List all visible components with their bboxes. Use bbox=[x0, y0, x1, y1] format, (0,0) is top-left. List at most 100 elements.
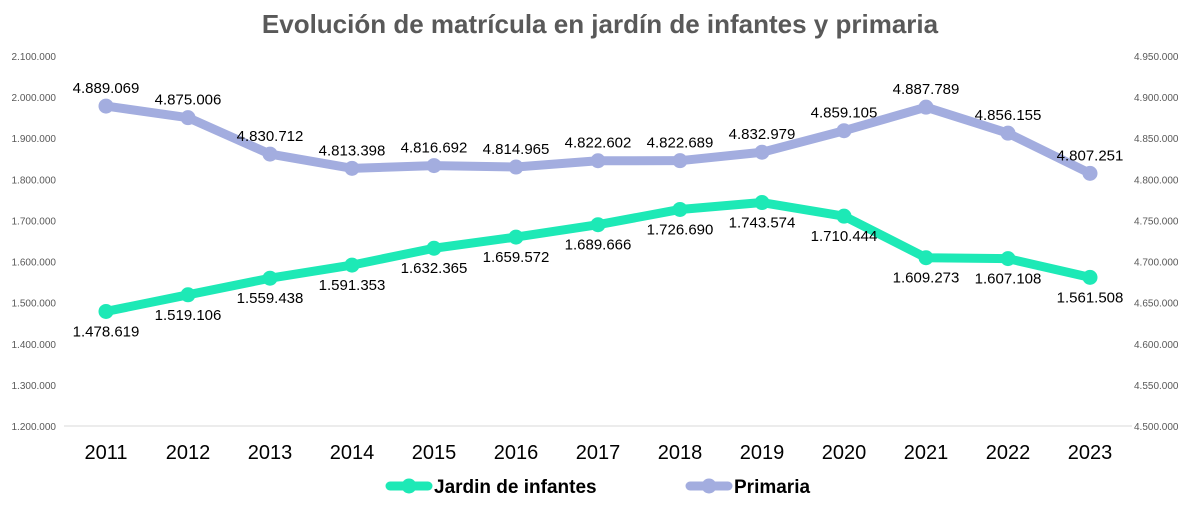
data-label-jardin: 1.632.365 bbox=[401, 260, 468, 277]
legend-marker-jardin bbox=[401, 478, 417, 494]
data-point-jardin bbox=[508, 229, 524, 245]
data-label-primaria: 4.816.692 bbox=[401, 140, 468, 157]
data-label-jardin: 1.607.108 bbox=[975, 271, 1042, 288]
legend-item-primaria: Primaria bbox=[685, 477, 810, 498]
chart-title: Evolución de matrícula en jardín de infa… bbox=[262, 9, 939, 39]
legend: Jardin de infantes Primaria bbox=[385, 477, 810, 498]
data-label-jardin: 1.559.438 bbox=[237, 290, 304, 307]
left-y-tick-label: 1.500.000 bbox=[12, 299, 57, 310]
right-y-tick-label: 4.800.000 bbox=[1134, 175, 1179, 186]
data-point-primaria bbox=[180, 110, 196, 126]
data-label-jardin: 1.478.619 bbox=[73, 323, 140, 340]
plot-area: 1.478.619 1.519.106 1.559.438 1.591.353 1.63… bbox=[73, 80, 1124, 340]
data-point-primaria bbox=[262, 146, 278, 162]
left-y-tick-label: 1.200.000 bbox=[12, 422, 57, 433]
data-label-primaria: 4.856.155 bbox=[975, 107, 1042, 124]
left-y-tick-label: 1.900.000 bbox=[12, 134, 57, 145]
data-label-primaria: 4.822.602 bbox=[565, 135, 632, 152]
data-label-primaria: 4.830.712 bbox=[237, 128, 304, 145]
data-point-jardin bbox=[1082, 269, 1098, 285]
data-label-jardin: 1.561.508 bbox=[1057, 289, 1124, 306]
data-point-jardin bbox=[836, 208, 852, 224]
left-y-tick-label: 1.800.000 bbox=[12, 175, 57, 186]
x-tick-label: 2012 bbox=[166, 442, 211, 464]
data-point-jardin bbox=[180, 287, 196, 303]
data-point-primaria bbox=[1000, 125, 1016, 141]
data-point-primaria bbox=[754, 144, 770, 160]
data-point-primaria bbox=[590, 153, 606, 169]
x-tick-label: 2019 bbox=[740, 442, 785, 464]
data-point-primaria bbox=[918, 99, 934, 115]
left-y-tick-label: 2.100.000 bbox=[12, 52, 57, 63]
data-label-primaria: 4.859.105 bbox=[811, 105, 878, 122]
left-y-tick-label: 1.400.000 bbox=[12, 340, 57, 351]
right-y-tick-label: 4.950.000 bbox=[1134, 52, 1179, 63]
x-tick-label: 2015 bbox=[412, 442, 457, 464]
data-point-primaria bbox=[836, 123, 852, 139]
data-point-primaria bbox=[508, 159, 524, 175]
data-point-primaria bbox=[344, 160, 360, 176]
data-point-jardin bbox=[672, 201, 688, 217]
data-point-jardin bbox=[426, 240, 442, 256]
right-y-tick-label: 4.650.000 bbox=[1134, 299, 1179, 310]
right-y-axis: 4.500.000 4.550.000 4.600.000 4.650.000 4.70… bbox=[1134, 52, 1179, 433]
x-tick-label: 2017 bbox=[576, 442, 621, 464]
data-label-jardin: 1.689.666 bbox=[565, 237, 632, 254]
x-tick-label: 2020 bbox=[822, 442, 867, 464]
right-y-tick-label: 4.600.000 bbox=[1134, 340, 1179, 351]
data-point-jardin bbox=[344, 257, 360, 273]
data-label-primaria: 4.822.689 bbox=[647, 135, 714, 152]
x-tick-label: 2022 bbox=[986, 442, 1031, 464]
series-primaria: 4.889.069 4.875.006 4.830.712 4.813.398 4.81… bbox=[73, 80, 1124, 181]
x-tick-label: 2016 bbox=[494, 442, 539, 464]
right-y-tick-label: 4.700.000 bbox=[1134, 258, 1179, 269]
data-label-jardin: 1.710.444 bbox=[811, 228, 878, 245]
data-point-primaria bbox=[426, 158, 442, 174]
data-label-primaria: 4.813.398 bbox=[319, 142, 386, 159]
x-tick-label: 2018 bbox=[658, 442, 703, 464]
data-label-jardin: 1.659.572 bbox=[483, 249, 550, 266]
data-point-jardin bbox=[262, 270, 278, 286]
data-point-primaria bbox=[1082, 165, 1098, 181]
data-label-primaria: 4.807.251 bbox=[1057, 147, 1124, 164]
data-label-jardin: 1.609.273 bbox=[893, 270, 960, 287]
legend-item-jardin: Jardin de infantes bbox=[385, 477, 597, 498]
data-label-primaria: 4.875.006 bbox=[155, 92, 222, 109]
data-label-jardin: 1.591.353 bbox=[319, 277, 386, 294]
data-label-jardin: 1.726.690 bbox=[647, 221, 714, 238]
data-point-jardin bbox=[754, 195, 770, 211]
series-jardin: 1.478.619 1.519.106 1.559.438 1.591.353 1.63… bbox=[73, 195, 1124, 340]
x-axis: 2011 2012 2013 2014 2015 2016 2017 2018 2019 2020… bbox=[64, 425, 1132, 464]
data-label-primaria: 4.814.965 bbox=[483, 141, 550, 158]
right-y-tick-label: 4.850.000 bbox=[1134, 134, 1179, 145]
left-y-tick-label: 1.700.000 bbox=[12, 216, 57, 227]
right-y-tick-label: 4.500.000 bbox=[1134, 422, 1179, 433]
left-y-tick-label: 2.000.000 bbox=[12, 93, 57, 104]
data-label-jardin: 1.519.106 bbox=[155, 307, 222, 324]
data-point-primaria bbox=[672, 153, 688, 169]
right-y-tick-label: 4.550.000 bbox=[1134, 381, 1179, 392]
legend-label-primaria: Primaria bbox=[734, 477, 810, 498]
data-point-primaria bbox=[98, 98, 114, 114]
x-tick-label: 2011 bbox=[84, 442, 127, 464]
left-y-tick-label: 1.300.000 bbox=[12, 381, 57, 392]
data-point-jardin bbox=[590, 217, 606, 233]
data-label-primaria: 4.832.979 bbox=[729, 126, 796, 143]
left-y-axis: 1.200.000 1.300.000 1.400.000 1.500.000 1.60… bbox=[12, 52, 57, 433]
x-tick-label: 2021 bbox=[904, 442, 949, 464]
data-label-primaria: 4.887.789 bbox=[893, 81, 960, 98]
data-point-jardin bbox=[918, 250, 934, 266]
legend-marker-primaria bbox=[701, 478, 717, 494]
data-point-jardin bbox=[98, 303, 114, 319]
left-y-tick-label: 1.600.000 bbox=[12, 258, 57, 269]
right-y-tick-label: 4.900.000 bbox=[1134, 93, 1179, 104]
x-tick-label: 2014 bbox=[330, 442, 375, 464]
data-label-jardin: 1.743.574 bbox=[729, 215, 796, 232]
right-y-tick-label: 4.750.000 bbox=[1134, 216, 1179, 227]
legend-label-jardin: Jardin de infantes bbox=[434, 477, 597, 498]
x-tick-label: 2023 bbox=[1068, 442, 1113, 464]
data-point-jardin bbox=[1000, 251, 1016, 267]
x-tick-label: 2013 bbox=[248, 442, 293, 464]
data-label-primaria: 4.889.069 bbox=[73, 80, 140, 97]
